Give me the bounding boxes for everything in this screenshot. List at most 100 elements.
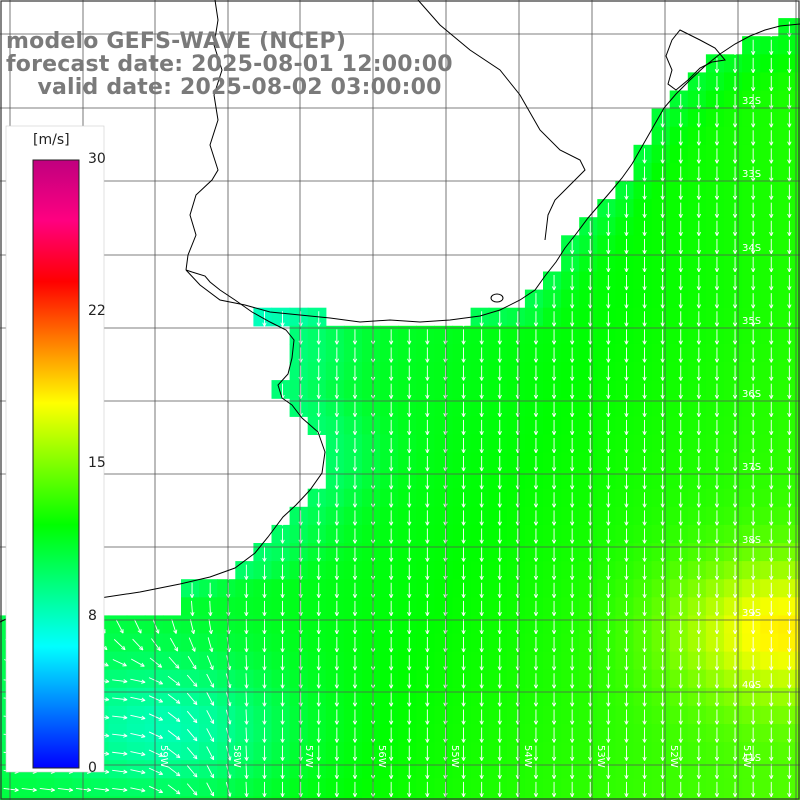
wind-arrow [714, 112, 720, 128]
wind-speed-cell [307, 597, 327, 616]
wind-arrow [787, 564, 792, 580]
wind-arrow [660, 528, 665, 544]
wind-speed-cell [199, 615, 218, 635]
wind-speed-cell [579, 524, 598, 544]
wind-arrow [606, 618, 611, 635]
wind-speed-cell [705, 108, 725, 128]
wind-arrow [57, 787, 74, 792]
wind-speed-cell [561, 398, 580, 417]
wind-speed-cell [434, 669, 454, 689]
latitude-label: 34S [742, 243, 761, 254]
wind-speed-cell [687, 325, 707, 345]
wind-speed-cell [760, 796, 779, 800]
wind-arrow [696, 709, 701, 725]
wind-arrow [407, 727, 412, 743]
wind-speed-cell [199, 597, 218, 616]
wind-arrow [732, 709, 738, 725]
wind-speed-cell [669, 162, 689, 182]
wind-arrow [407, 419, 412, 436]
wind-speed-cell [705, 434, 725, 454]
wind-arrow [678, 347, 683, 363]
wind-speed-cell [579, 470, 598, 490]
wind-speed-cell [597, 506, 616, 526]
latitude-label: 35S [742, 316, 761, 327]
wind-arrow [678, 419, 683, 436]
wind-speed-cell [760, 325, 779, 345]
wind-arrow [461, 745, 466, 761]
wind-speed-cell [796, 54, 800, 73]
wind-speed-cell [380, 705, 399, 725]
wind-speed-cell [597, 796, 616, 800]
wind-speed-cell [452, 778, 472, 797]
wind-arrow [352, 691, 358, 707]
wind-arrow [497, 365, 502, 381]
wind-speed-cell [362, 524, 381, 544]
wind-speed-cell [72, 778, 92, 797]
wind-speed-cell [615, 724, 635, 743]
wind-arrow [208, 600, 213, 617]
wind-arrow [130, 714, 146, 720]
wind-speed-cell [380, 362, 399, 381]
wind-speed-cell [524, 651, 544, 671]
wind-arrow [751, 727, 756, 743]
wind-speed-cell [543, 343, 562, 363]
wind-speed-cell [398, 651, 417, 671]
wind-speed-cell [524, 289, 544, 309]
wind-arrow [696, 492, 701, 508]
wind-arrow [696, 311, 701, 327]
wind-speed-cell [362, 470, 381, 490]
wind-speed-cell [488, 705, 508, 725]
wind-speed-cell [488, 543, 508, 562]
wind-speed-cell [416, 470, 435, 490]
wind-arrow [642, 781, 647, 798]
wind-speed-cell [778, 416, 797, 435]
wind-speed-cell [760, 217, 779, 236]
wind-speed-cell [506, 687, 526, 707]
wind-speed-cell [524, 452, 544, 472]
wind-arrow [479, 727, 484, 743]
wind-arrow [714, 130, 720, 146]
wind-speed-cell [742, 108, 761, 128]
wind-arrow [696, 75, 701, 92]
wind-arrow [678, 600, 683, 617]
wind-speed-cell [669, 199, 689, 218]
wind-speed-cell [633, 144, 653, 164]
wind-arrow [533, 474, 539, 490]
wind-arrow [497, 546, 502, 562]
wind-arrow [130, 733, 146, 739]
wind-arrow [280, 763, 285, 779]
wind-speed-cell [434, 380, 454, 399]
wind-speed-cell [579, 687, 598, 707]
wind-arrow [678, 365, 683, 381]
wind-arrow [751, 564, 756, 580]
wind-speed-cell [561, 434, 580, 454]
wind-speed-cell [289, 651, 309, 671]
wind-speed-cell [669, 217, 689, 236]
wind-speed-cell [506, 506, 526, 526]
wind-speed-cell [18, 778, 37, 797]
wind-speed-cell [796, 561, 800, 580]
wind-speed-cell [452, 362, 472, 381]
wind-speed-cell [651, 579, 671, 598]
wind-arrow [751, 383, 756, 399]
wind-arrow [787, 347, 792, 363]
wind-speed-cell [760, 271, 779, 291]
wind-arrow [389, 492, 394, 508]
wind-arrow [352, 564, 358, 580]
wind-speed-cell [470, 434, 490, 454]
wind-speed-cell [108, 778, 128, 797]
wind-speed-cell [217, 597, 236, 616]
wind-speed-cell [651, 235, 671, 254]
wind-arrow [352, 727, 358, 743]
wind-speed-cell [615, 705, 635, 725]
wind-speed-cell [687, 796, 707, 800]
wind-speed-cell [705, 651, 725, 671]
wind-speed-cell [778, 796, 797, 800]
wind-speed-cell [488, 524, 508, 544]
wind-speed-cell [398, 380, 417, 399]
wind-arrow [497, 401, 502, 417]
bay-outline [490, 293, 504, 303]
wind-speed-cell [687, 126, 707, 146]
wind-speed-cell [524, 742, 544, 761]
wind-arrow [425, 727, 430, 743]
